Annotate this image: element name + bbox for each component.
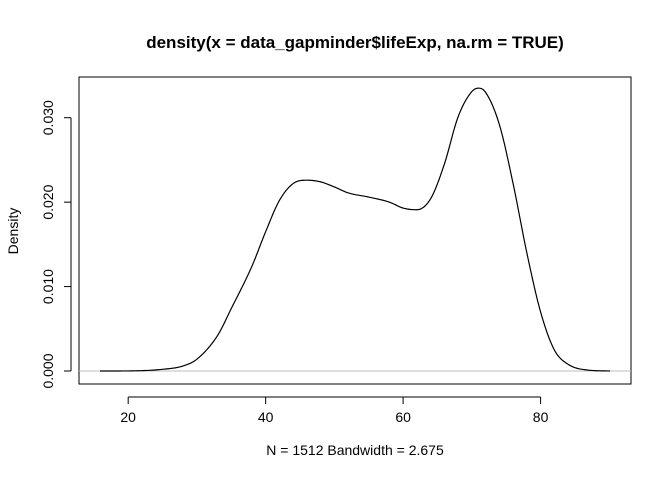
x-tick-label: 20 (120, 409, 136, 425)
y-axis-label: Density (5, 208, 21, 255)
x-tick-label: 40 (258, 409, 274, 425)
y-tick-label: 0.020 (40, 184, 56, 219)
y-tick-label: 0.000 (40, 353, 56, 388)
x-tick-label: 80 (533, 409, 549, 425)
x-axis-label: N = 1512 Bandwidth = 2.675 (266, 442, 444, 458)
y-tick-label: 0.030 (40, 100, 56, 135)
y-tick-label: 0.010 (40, 269, 56, 304)
chart-title: density(x = data_gapminder$lifeExp, na.r… (146, 33, 564, 52)
x-axis: 20 40 60 80 (120, 396, 549, 425)
x-tick-label: 60 (395, 409, 411, 425)
density-curve (100, 87, 611, 372)
plot-frame (78, 76, 632, 385)
y-axis: 0.000 0.010 0.020 0.030 (40, 100, 72, 389)
